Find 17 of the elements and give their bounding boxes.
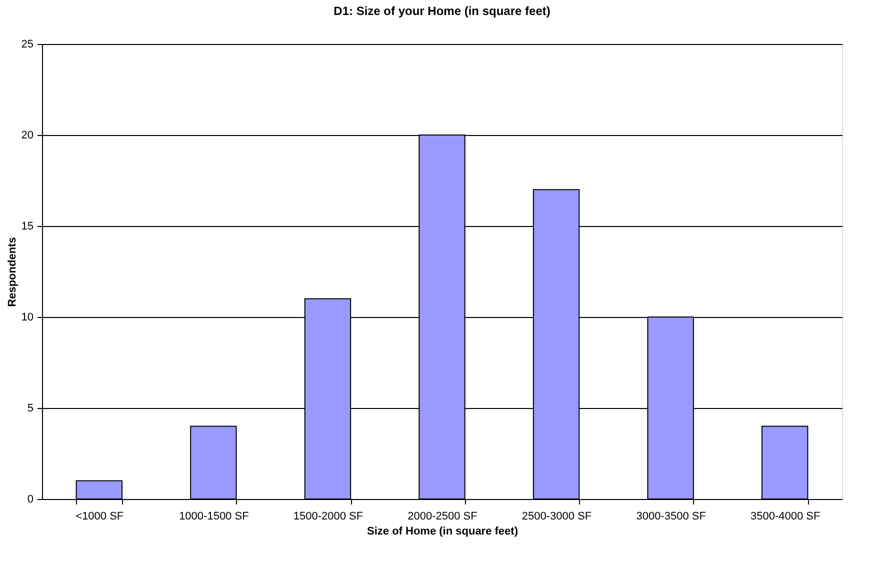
x-tick-label: 1000-1500 SF — [179, 510, 250, 522]
x-tick-label: 3500-4000 SF — [750, 510, 820, 522]
chart-title: D1: Size of your Home (in square feet) — [334, 4, 550, 18]
y-tick-label: 10 — [21, 312, 34, 324]
y-tick-label: 25 — [21, 38, 34, 50]
x-tick-label: 3000-3500 SF — [636, 510, 706, 522]
x-axis-title: Size of Home (in square feet) — [367, 526, 518, 538]
x-tick-label: 2000-2500 SF — [408, 510, 478, 522]
y-tick-label: 5 — [27, 402, 34, 414]
x-tick-label: 2500-3000 SF — [522, 510, 592, 522]
y-tick-label: 20 — [21, 130, 34, 142]
y-axis-title: Respondents — [6, 237, 18, 307]
y-tick-label: 15 — [21, 220, 34, 232]
bar — [762, 426, 808, 500]
x-tick-label: <1000 SF — [76, 510, 124, 522]
x-tick-label: 1500-2000 SF — [293, 510, 364, 522]
y-tick-label: 0 — [27, 494, 34, 506]
